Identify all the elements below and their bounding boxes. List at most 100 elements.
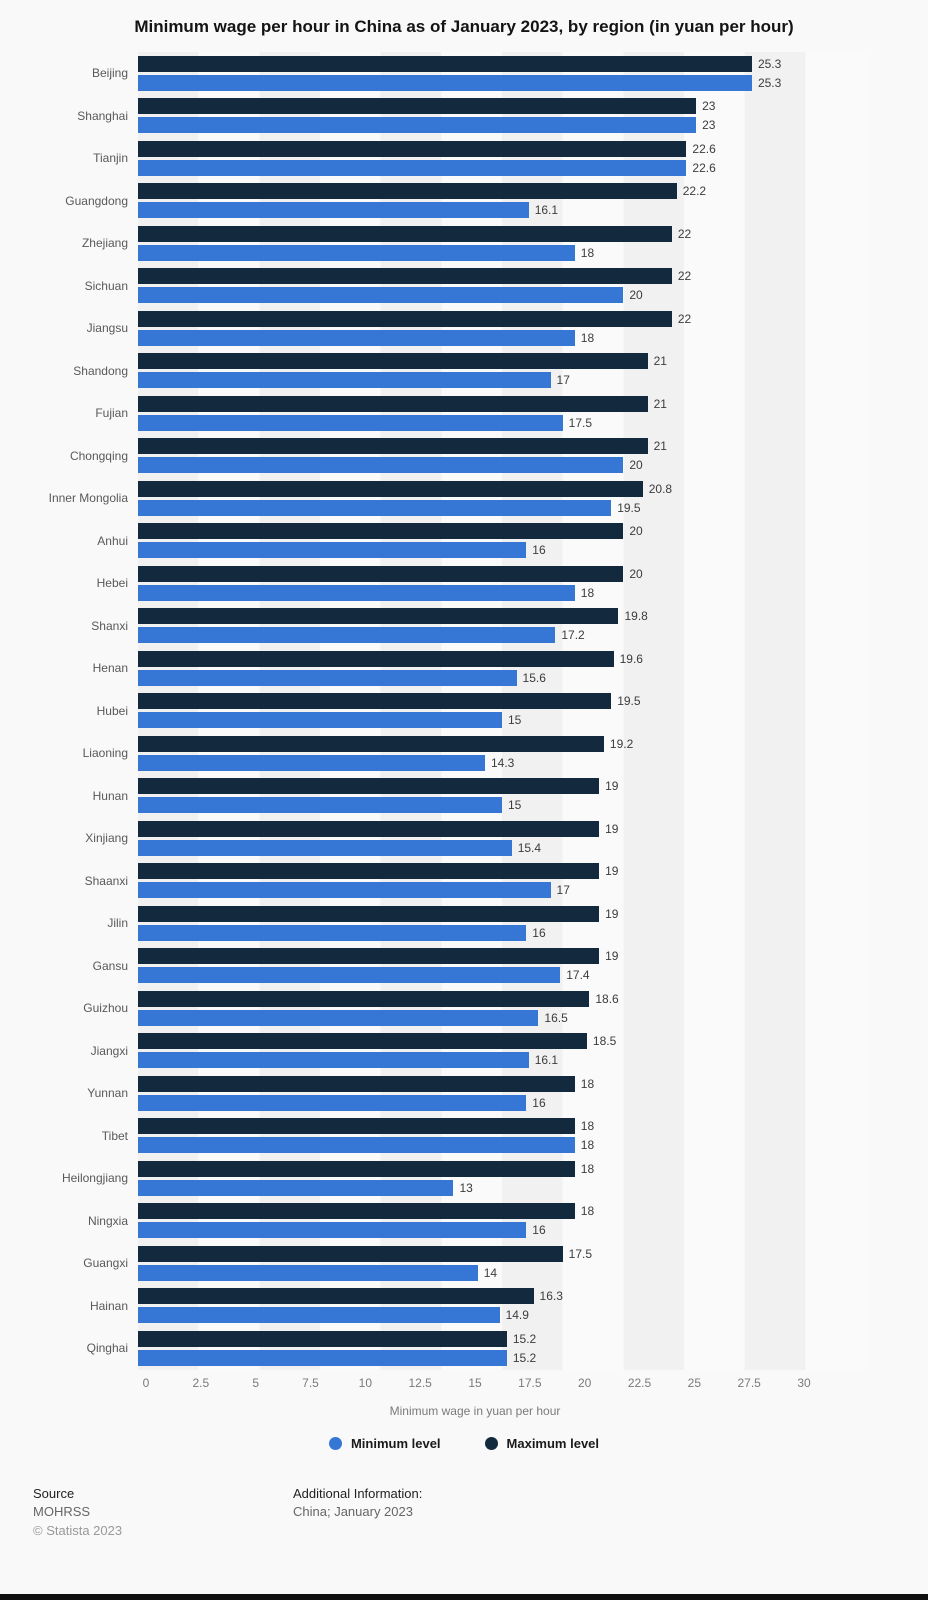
bar-group: 20.8 19.5 bbox=[138, 477, 866, 520]
bar-line: 21 bbox=[138, 395, 866, 412]
bar-line: 21 bbox=[138, 438, 866, 455]
chart-row: Fujian 21 17.5 bbox=[8, 392, 866, 435]
max-level-bar bbox=[138, 948, 600, 965]
value-label: 17.2 bbox=[561, 628, 585, 643]
value-label: 18 bbox=[580, 330, 595, 345]
bar-line: 19 bbox=[138, 948, 866, 965]
bar-line: 19 bbox=[138, 820, 866, 837]
region-label: Chongqing bbox=[69, 448, 128, 463]
bar-line: 19.5 bbox=[138, 499, 866, 516]
value-label: 19 bbox=[605, 821, 619, 836]
max-level-bar bbox=[138, 98, 697, 115]
max-level-bar bbox=[138, 225, 672, 242]
chart-row: Hubei 19.5 15 bbox=[8, 689, 866, 733]
value-label: 17 bbox=[556, 373, 570, 388]
max-level-bar bbox=[138, 1118, 575, 1135]
bar-group: 19 17.4 bbox=[138, 944, 866, 988]
legend-label-minimum: Minimum level bbox=[350, 1435, 441, 1451]
x-tick-label: 27.5 bbox=[737, 1375, 761, 1390]
min-level-bar bbox=[138, 1137, 575, 1154]
bar-line: 18.5 bbox=[138, 1033, 866, 1050]
max-level-bar bbox=[138, 268, 672, 285]
x-tick-label: 15 bbox=[468, 1375, 482, 1390]
max-level-bar bbox=[138, 905, 600, 922]
additional-info-block: Additional Information: China; January 2… bbox=[293, 1485, 422, 1523]
bar-line: 23 bbox=[138, 98, 866, 115]
bar-line: 23 bbox=[138, 117, 866, 134]
min-level-bar bbox=[138, 1052, 529, 1069]
bar-line: 22 bbox=[138, 225, 866, 242]
value-label: 15.2 bbox=[512, 1331, 537, 1346]
value-label: 20.8 bbox=[648, 481, 673, 496]
legend-item-maximum-level: Maximum level bbox=[484, 1436, 599, 1451]
chart-row: Beijing 25.3 25.3 bbox=[8, 52, 866, 95]
min-level-bar bbox=[138, 712, 502, 729]
max-level-bar bbox=[138, 735, 604, 752]
region-label: Heilongjiang bbox=[61, 1171, 128, 1186]
max-level-bar bbox=[138, 395, 648, 412]
region-label: Liaoning bbox=[82, 746, 128, 761]
x-tick-label: 10 bbox=[358, 1375, 373, 1390]
source-block: Source MOHRSS © Statista 2023 bbox=[33, 1485, 293, 1542]
x-tick-label: 0 bbox=[142, 1375, 150, 1390]
chart-row: Jiangxi 18.5 16.1 bbox=[8, 1029, 866, 1073]
bar-group: 19 17 bbox=[138, 859, 866, 903]
bar-group: 19 15.4 bbox=[138, 817, 866, 860]
bar-line: 18 bbox=[138, 1160, 866, 1177]
bar-group: 18 18 bbox=[138, 1114, 866, 1158]
bar-group: 16.3 14.9 bbox=[138, 1284, 866, 1328]
region-label: Hainan bbox=[89, 1298, 128, 1313]
bar-line: 18 bbox=[138, 1075, 866, 1092]
value-label: 18 bbox=[580, 1138, 595, 1153]
bar-line: 17.2 bbox=[138, 627, 866, 644]
max-level-bar bbox=[138, 863, 600, 880]
chart-row: Shaanxi 19 17 bbox=[8, 859, 866, 903]
bar-line: 16.5 bbox=[138, 1009, 866, 1026]
bar-line: 17.5 bbox=[138, 414, 866, 431]
value-label: 22.6 bbox=[692, 160, 716, 175]
x-tick-label: 17.5 bbox=[518, 1375, 542, 1390]
chart-row: Zhejiang 22 18 bbox=[8, 222, 866, 265]
value-label: 18 bbox=[580, 1161, 595, 1176]
footer: Source MOHRSS © Statista 2023 Additional… bbox=[0, 1485, 928, 1542]
bar-line: 13 bbox=[138, 1179, 866, 1196]
min-level-bar bbox=[138, 669, 517, 686]
value-label: 20 bbox=[629, 458, 643, 473]
max-level-bar bbox=[138, 1288, 534, 1305]
region-label: Guangdong bbox=[65, 193, 128, 208]
max-level-bar bbox=[138, 140, 687, 157]
value-label: 16.3 bbox=[539, 1289, 563, 1304]
region-label: Shanxi bbox=[91, 618, 128, 633]
bar-group: 19.2 14.3 bbox=[138, 732, 866, 775]
max-level-bar bbox=[138, 1033, 587, 1050]
bar-line: 20 bbox=[138, 287, 866, 304]
bar-line: 14 bbox=[138, 1264, 866, 1281]
min-level-bar bbox=[138, 117, 697, 134]
copyright: © Statista 2023 bbox=[33, 1523, 123, 1539]
min-level-bar bbox=[138, 882, 551, 899]
chart-row: Jiangsu 22 18 bbox=[8, 307, 866, 350]
bar-chart: Beijing 25.3 25.3 Shanghai 23 23 Tianjin 22.6 22… bbox=[0, 52, 928, 1418]
bar-group: 22 20 bbox=[138, 264, 866, 308]
chart-row: Hunan 19 15 bbox=[8, 774, 866, 818]
value-label: 21 bbox=[653, 396, 667, 411]
chart-row: Hebei 20 18 bbox=[8, 562, 866, 605]
value-label: 18 bbox=[580, 585, 595, 600]
bar-group: 18 16 bbox=[138, 1072, 866, 1115]
max-level-bar bbox=[138, 778, 600, 795]
min-level-bar bbox=[138, 967, 561, 984]
region-label: Jilin bbox=[107, 916, 128, 931]
max-level-bar bbox=[138, 310, 672, 327]
value-label: 21 bbox=[653, 439, 667, 454]
value-label: 14.3 bbox=[491, 755, 515, 770]
bar-group: 22 18 bbox=[138, 307, 866, 350]
max-level-bar bbox=[138, 1330, 507, 1347]
legend-dot-maximum-icon bbox=[484, 1436, 498, 1450]
bar-group: 18.5 16.1 bbox=[138, 1029, 866, 1073]
bar-line: 19.2 bbox=[138, 735, 866, 752]
value-label: 18 bbox=[580, 1076, 595, 1091]
bar-line: 22.6 bbox=[138, 159, 866, 176]
x-tick-label: 2.5 bbox=[192, 1375, 210, 1390]
max-level-bar bbox=[138, 820, 600, 837]
region-label: Beijing bbox=[91, 66, 128, 81]
